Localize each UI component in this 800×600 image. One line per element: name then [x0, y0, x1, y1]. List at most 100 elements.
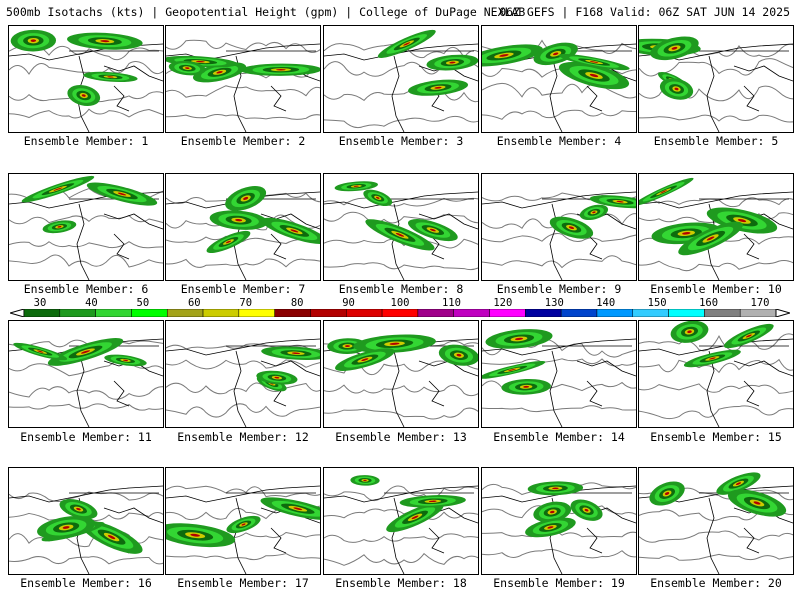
height-contour	[639, 383, 793, 394]
colorbar-swatch	[166, 309, 204, 317]
isotach-shading	[434, 86, 442, 89]
isotach-shading	[523, 385, 530, 388]
colorbar-tick-label: 70	[239, 297, 253, 309]
isotach-shading	[706, 236, 715, 241]
isotach-shading	[745, 334, 752, 338]
map-panel-10	[638, 173, 794, 281]
isotach-shading	[190, 533, 200, 537]
isotach-shading	[241, 523, 246, 526]
map-panel-4	[481, 25, 637, 133]
isotach-shading	[616, 200, 624, 203]
isotach-shading	[592, 211, 596, 214]
coastline	[9, 485, 163, 574]
height-contour	[639, 553, 793, 561]
map-plot	[324, 475, 478, 574]
height-contour	[166, 113, 320, 120]
isotach-shading	[514, 337, 524, 341]
panel-caption: Ensemble Member: 19	[493, 576, 625, 590]
height-contour	[639, 114, 793, 123]
colorbar-tick-label: 80	[290, 297, 304, 309]
isotach-shading	[353, 185, 359, 187]
colorbar-swatch	[238, 309, 275, 317]
isotach-shading	[508, 368, 517, 371]
isotach-shading	[456, 353, 462, 357]
panel-caption: Ensemble Member: 1	[23, 134, 149, 148]
isotach-shading	[276, 68, 286, 71]
map-panel-15	[638, 320, 794, 428]
height-contour	[166, 343, 320, 351]
height-contour	[482, 82, 636, 99]
height-contour	[9, 254, 163, 268]
height-contour	[482, 405, 636, 413]
colorbar-max-arrow	[775, 309, 790, 317]
panel-caption: Ensemble Member: 18	[335, 576, 467, 590]
isotach-shading	[547, 526, 554, 529]
colorbar-tick-label: 160	[699, 297, 719, 309]
isotach-shading	[107, 535, 116, 540]
isotach-shading	[81, 94, 86, 97]
height-contour	[166, 553, 320, 561]
isotach-shading	[552, 487, 559, 490]
colorbar-tick-label: 60	[187, 297, 201, 309]
height-contour	[482, 530, 636, 538]
map-plot	[166, 39, 320, 132]
map-plot	[482, 39, 636, 132]
colorbar-swatch	[346, 309, 383, 317]
colorbar-swatch	[739, 309, 777, 317]
isotach-shading	[30, 39, 37, 42]
map-plot	[9, 485, 163, 574]
map-plot	[482, 481, 636, 574]
title-bar: 500mb Isotachs (kts) | Geopotential Heig…	[6, 5, 796, 21]
map-panel-1	[8, 25, 164, 133]
colorbar-swatch	[668, 309, 705, 317]
coastline	[324, 191, 478, 280]
isotach-shading	[122, 359, 129, 362]
map-panel-18	[323, 467, 479, 575]
isotach-shading	[753, 501, 761, 505]
height-contour	[324, 262, 478, 271]
height-contour	[482, 109, 636, 120]
map-panel-2	[165, 25, 321, 133]
coastline	[639, 43, 793, 132]
colorbar-tick-label: 90	[342, 297, 355, 309]
colorbar-tick-label: 120	[493, 297, 513, 309]
height-contour	[9, 61, 163, 75]
isotach-shading	[664, 492, 670, 495]
isotach-shading	[117, 192, 127, 196]
isotach-shading	[403, 42, 411, 46]
map-plot	[324, 29, 478, 132]
colorbar-swatch	[95, 309, 132, 317]
panel-caption: Ensemble Member: 12	[177, 430, 309, 444]
coastline	[482, 485, 636, 574]
coastline	[482, 191, 636, 280]
panel-caption: Ensemble Member: 13	[335, 430, 467, 444]
height-contour	[9, 556, 163, 565]
coastline	[324, 485, 478, 574]
colorbar-swatch	[417, 309, 454, 317]
height-contour	[324, 384, 478, 397]
colorbar	[10, 309, 790, 317]
title-right: 06Z GEFS | F168 Valid: 06Z SAT JUN 14 20…	[499, 5, 790, 19]
colorbar-swatch	[23, 309, 61, 317]
colorbar-tick-label: 30	[33, 297, 47, 309]
height-contour	[482, 255, 636, 269]
panel-caption: Ensemble Member: 20	[650, 576, 782, 590]
colorbar-swatch	[525, 309, 562, 317]
isotach-shading	[389, 342, 400, 345]
height-contour	[9, 108, 163, 119]
height-contour	[639, 259, 793, 272]
height-contour	[9, 214, 163, 225]
panel-caption: Ensemble Member: 11	[20, 430, 152, 444]
isotach-shading	[195, 60, 205, 63]
panel-caption: Ensemble Member: 15	[650, 430, 782, 444]
map-plot	[482, 191, 636, 280]
isotach-shading	[290, 229, 299, 233]
isotach-shading	[361, 358, 369, 361]
isotach-shading	[53, 187, 63, 191]
map-panel-8	[323, 173, 479, 281]
isotach-shading	[274, 376, 280, 379]
colorbar-swatch	[131, 309, 168, 317]
height-contour	[324, 238, 478, 249]
height-contour	[9, 241, 163, 249]
isotach-shading	[107, 76, 114, 78]
